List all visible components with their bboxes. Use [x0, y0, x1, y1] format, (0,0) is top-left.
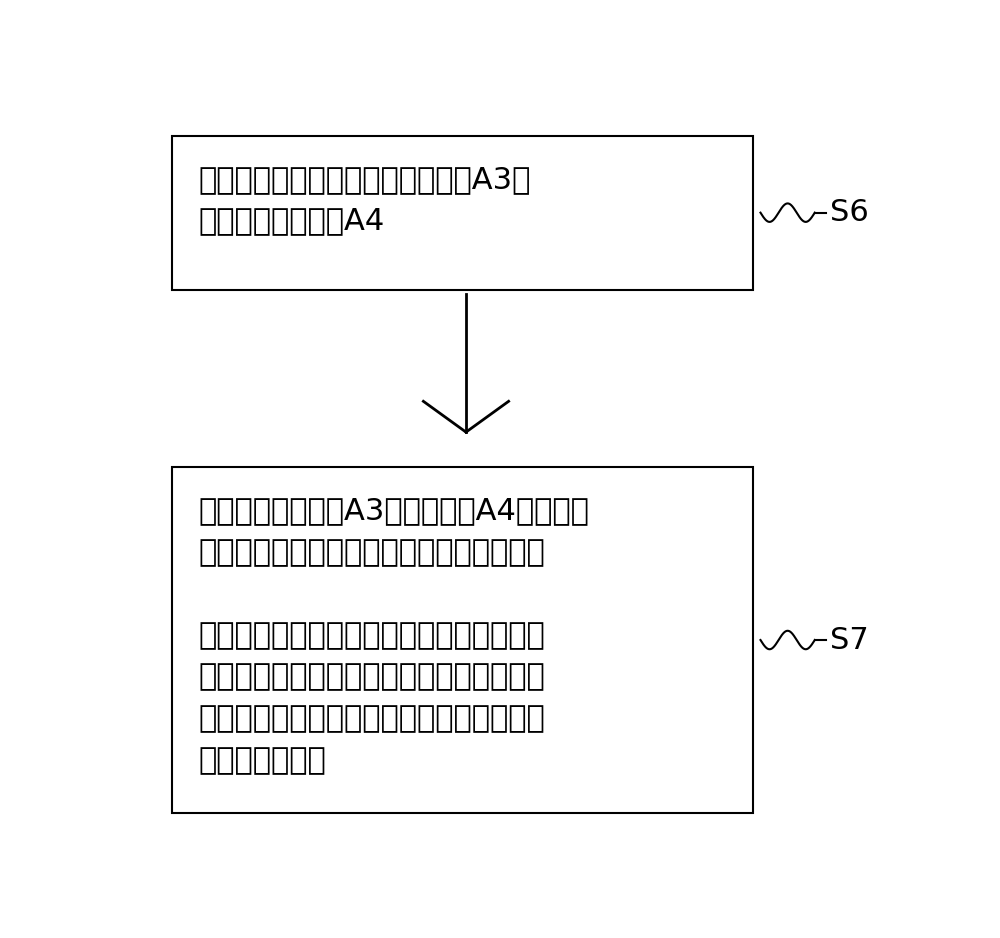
Bar: [172, 467, 753, 813]
Text: S7: S7: [830, 626, 869, 655]
Bar: [172, 136, 753, 290]
Text: 获取预设距离内左前方的海面数据A3和
右前方的海面数据A4: 获取预设距离内左前方的海面数据A3和 右前方的海面数据A4: [199, 165, 531, 235]
Text: 分别根据海面数据A3和海面数据A4带入对应
关系，获得第三运载状态和第四运载状态；

对比第二运载状态、第三运载状态以及第四
运载状态，判断正前方、左前方以及右: 分别根据海面数据A3和海面数据A4带入对应 关系，获得第三运载状态和第四运载状态…: [199, 496, 590, 775]
Text: S6: S6: [830, 198, 869, 227]
